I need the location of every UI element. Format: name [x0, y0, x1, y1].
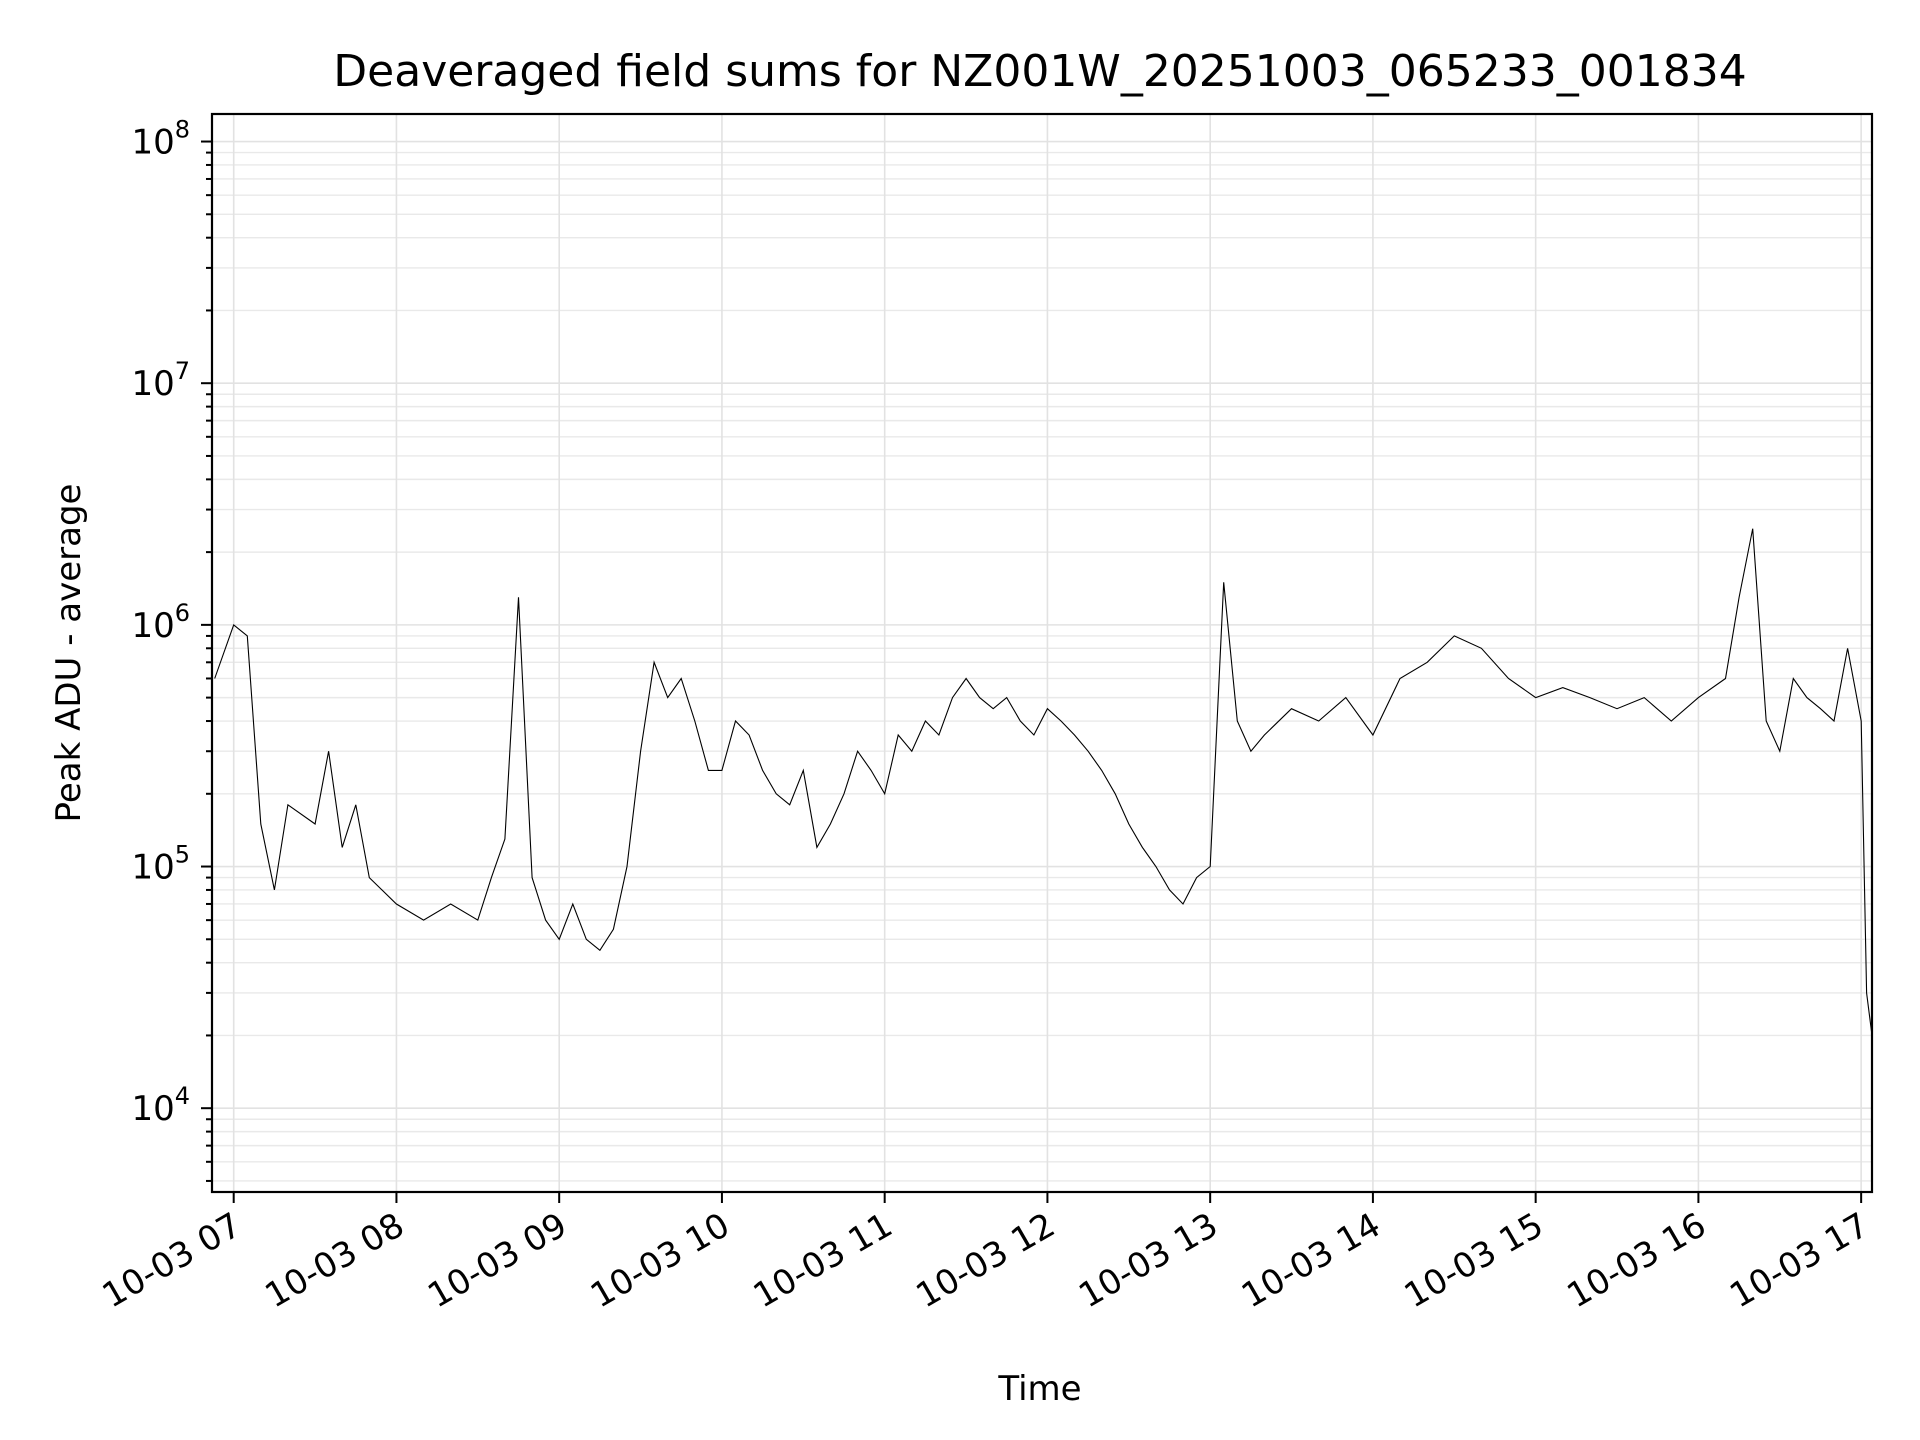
grid — [212, 114, 1872, 1192]
x-tick-label: 10-03 11 — [747, 1205, 899, 1316]
plot-frame — [210, 112, 1874, 1194]
series-layer — [214, 528, 1873, 1036]
y-tick-label: 106 — [131, 599, 190, 646]
x-tick-label: 10-03 07 — [96, 1205, 248, 1316]
x-tick-label: 10-03 08 — [259, 1205, 411, 1316]
y-tick-label-base: 10 — [131, 848, 174, 888]
chart-title: Deaveraged field sums for NZ001W_2025100… — [333, 46, 1746, 97]
y-tick-label: 107 — [131, 357, 190, 404]
y-tick-label-exponent: 6 — [175, 599, 190, 627]
series-line — [214, 528, 1873, 1036]
y-tick-label: 108 — [131, 116, 190, 163]
y-tick-label: 105 — [131, 841, 190, 888]
x-tick-label: 10-03 17 — [1723, 1205, 1875, 1316]
x-axis: 10-03 07 10-03 08 10-03 09 10-03 10 10-03 11… — [96, 1192, 1876, 1316]
x-tick-label: 10-03 09 — [421, 1205, 573, 1316]
x-tick-label: 10-03 15 — [1398, 1205, 1550, 1316]
x-tick-label: 10-03 13 — [1072, 1205, 1224, 1316]
y-tick-label-exponent: 7 — [175, 357, 190, 385]
y-tick-label-base: 10 — [131, 606, 174, 646]
y-tick-label-base: 10 — [131, 364, 174, 404]
x-tick-label: 10-03 12 — [910, 1205, 1062, 1316]
y-tick-label-base: 10 — [131, 123, 174, 163]
x-tick-label: 10-03 16 — [1561, 1205, 1713, 1316]
x-axis-label: Time — [997, 1369, 1081, 1409]
y-tick-label-base: 10 — [131, 1089, 174, 1129]
x-tick-label: 10-03 10 — [584, 1205, 736, 1316]
y-tick-label-exponent: 8 — [175, 116, 190, 144]
x-tick-label: 10-03 14 — [1235, 1205, 1387, 1316]
y-tick-label-exponent: 5 — [175, 841, 190, 869]
y-tick-label-exponent: 4 — [175, 1082, 190, 1110]
y-tick-label: 104 — [131, 1082, 190, 1129]
y-axis-label: Peak ADU - average — [49, 484, 89, 823]
